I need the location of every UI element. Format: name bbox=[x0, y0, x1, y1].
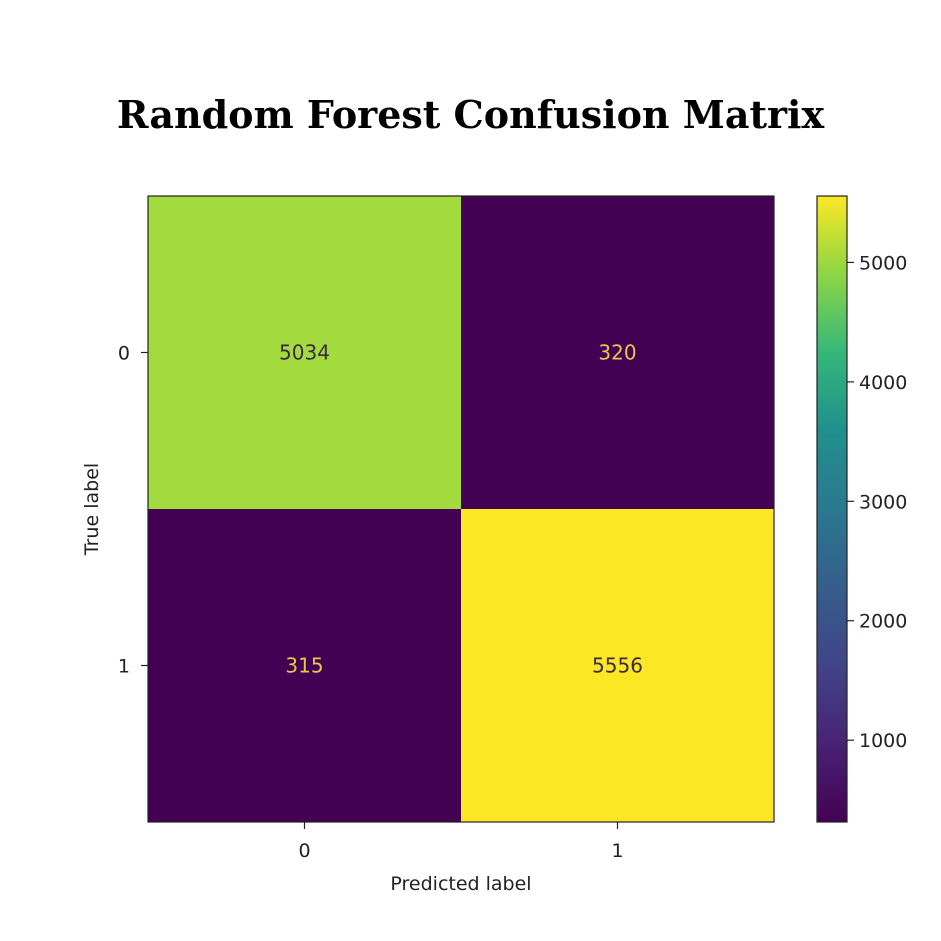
colorbar-tick-label: 4000 bbox=[859, 372, 907, 394]
colorbar-tick-label: 2000 bbox=[859, 611, 907, 633]
y-axis-label: True label bbox=[81, 463, 103, 556]
chart-title: Random Forest Confusion Matrix bbox=[116, 92, 825, 137]
matrix-cell-0-1 bbox=[461, 196, 774, 509]
cell-value-0-1: 320 bbox=[598, 341, 636, 365]
cell-value-1-1: 5556 bbox=[592, 654, 643, 678]
colorbar-tick-label: 1000 bbox=[859, 730, 907, 752]
colorbar bbox=[816, 195, 848, 823]
x-tick-label: 1 bbox=[611, 840, 623, 862]
matrix-cells: 5034 320 315 5556 bbox=[148, 196, 774, 822]
matrix-cell-1-1 bbox=[461, 509, 774, 822]
colorbar-tick-label: 5000 bbox=[859, 252, 907, 274]
cell-value-0-0: 5034 bbox=[279, 341, 330, 365]
x-axis-label: Predicted label bbox=[390, 873, 531, 895]
colorbar-ticks: 1000 2000 3000 4000 5000 bbox=[847, 252, 907, 752]
x-tick-label: 0 bbox=[298, 840, 310, 862]
matrix-cell-1-0 bbox=[148, 509, 461, 822]
y-tick-label: 1 bbox=[118, 656, 130, 678]
cell-value-1-0: 315 bbox=[285, 654, 323, 678]
matrix-cell-0-0 bbox=[148, 196, 461, 509]
axis-ticks: 0 1 0 1 bbox=[118, 343, 624, 863]
colorbar-tick-label: 3000 bbox=[859, 491, 907, 513]
y-tick-label: 0 bbox=[118, 343, 130, 365]
plot-frame bbox=[147, 195, 775, 823]
